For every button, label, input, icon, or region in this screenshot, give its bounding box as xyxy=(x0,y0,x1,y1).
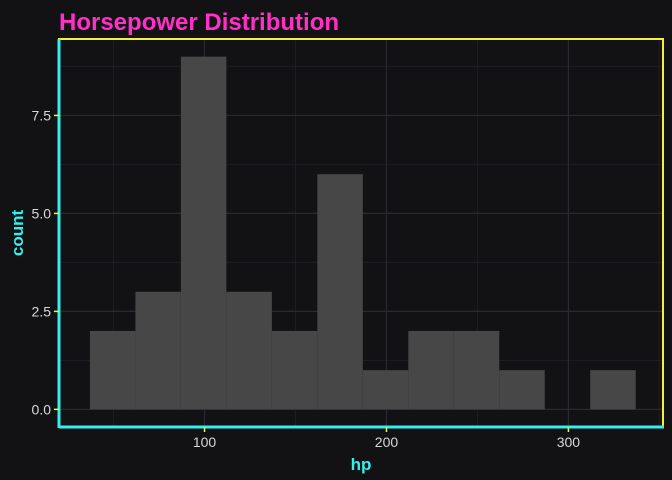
histogram-bar xyxy=(226,291,272,410)
x-tick-label: 300 xyxy=(557,434,581,450)
bars xyxy=(89,56,636,410)
histogram-bar xyxy=(180,56,227,410)
y-tick-label: 7.5 xyxy=(32,107,52,123)
x-tick-label: 200 xyxy=(375,434,399,450)
y-tick-label: 2.5 xyxy=(32,303,52,319)
histogram-bar xyxy=(499,370,545,410)
histogram-bar xyxy=(408,330,454,410)
x-ticks: 100 200 300 xyxy=(193,427,580,450)
x-axis-title: hp xyxy=(351,455,372,474)
x-tick-label: 100 xyxy=(193,434,217,450)
histogram-bar xyxy=(590,370,636,410)
y-ticks: 0.0 2.5 5.0 7.5 xyxy=(32,107,59,417)
y-tick-label: 5.0 xyxy=(32,205,52,221)
chart-title: Horsepower Distribution xyxy=(59,9,339,36)
histogram-bar xyxy=(453,330,500,410)
histogram-bar xyxy=(271,330,318,410)
y-axis-title: count xyxy=(8,210,27,257)
histogram-bar xyxy=(362,370,409,410)
histogram-bar xyxy=(317,174,363,410)
histogram-bar xyxy=(135,291,181,410)
histogram-bar xyxy=(89,330,136,410)
y-tick-label: 0.0 xyxy=(32,401,52,417)
